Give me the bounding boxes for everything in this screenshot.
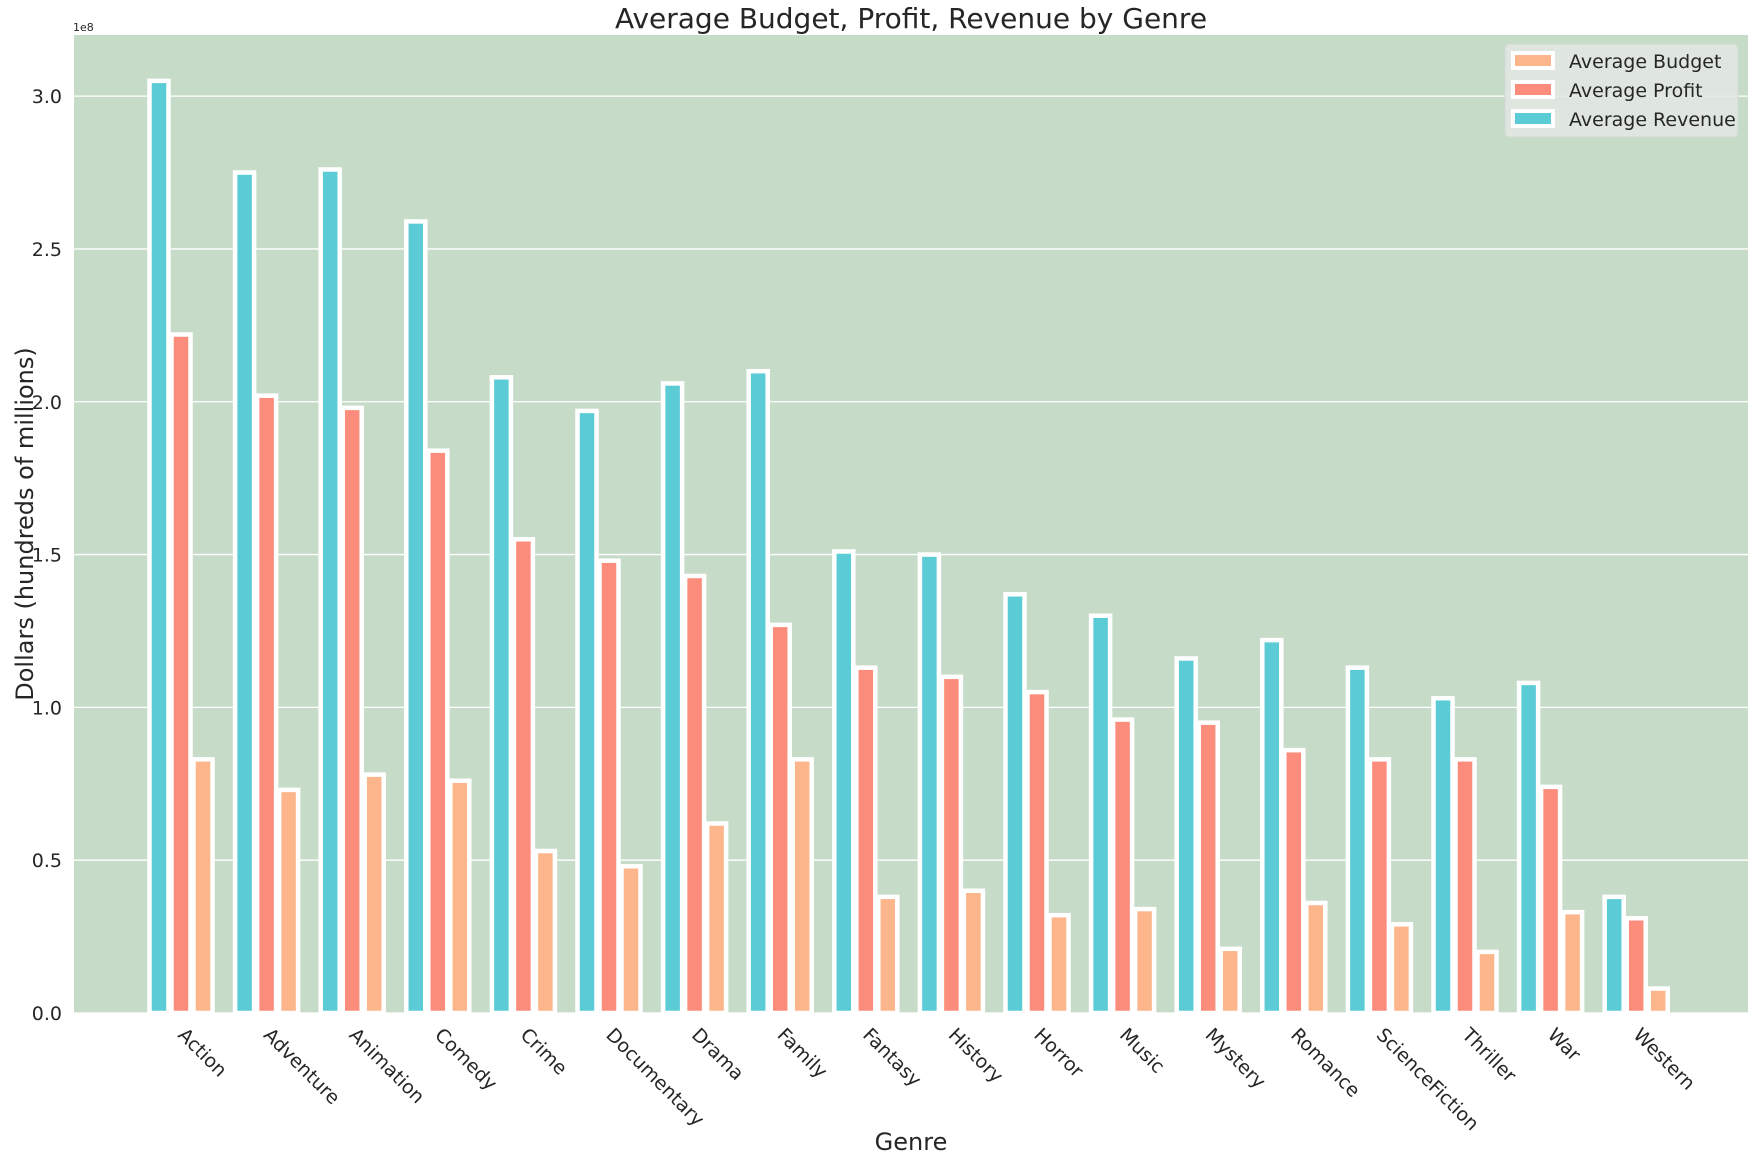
bar-average-budget — [1218, 946, 1242, 1016]
x-tick-label: Animation — [345, 1024, 429, 1108]
bar-average-revenue — [746, 368, 770, 1016]
legend-label: Average Profit — [1569, 80, 1703, 102]
bar-average-revenue — [660, 381, 685, 1016]
bar-average-budget — [1047, 912, 1071, 1016]
bar-average-revenue — [1602, 894, 1626, 1016]
x-tick-label: War — [1543, 1024, 1585, 1066]
bar-average-budget — [1132, 906, 1157, 1016]
bar-average-revenue — [575, 408, 599, 1016]
legend-label: Average Budget — [1569, 51, 1721, 73]
bar-average-budget — [448, 778, 472, 1016]
bar-average-budget — [533, 848, 558, 1016]
bar-average-budget — [1560, 909, 1585, 1016]
bar-average-profit — [1282, 747, 1306, 1016]
bar-average-profit — [1025, 689, 1049, 1016]
bar-average-budget — [1646, 986, 1670, 1016]
bar-average-revenue — [318, 167, 342, 1016]
y-tick-label: 1.0 — [32, 697, 62, 719]
y-tick-label: 0.0 — [32, 1003, 62, 1025]
legend-label: Average Revenue — [1569, 109, 1736, 131]
x-tick-label: Mystery — [1201, 1024, 1270, 1093]
bar-average-revenue — [1431, 695, 1455, 1016]
bar-average-revenue — [1174, 656, 1198, 1016]
bar-average-budget — [191, 757, 215, 1016]
bar-average-budget — [1304, 900, 1328, 1016]
legend-swatch — [1511, 51, 1555, 70]
bar-average-profit — [854, 665, 878, 1016]
x-tick-label: Comedy — [430, 1024, 501, 1095]
x-tick-label: Adventure — [259, 1024, 344, 1109]
x-tick-label: Family — [773, 1024, 832, 1083]
x-tick-label: Thriller — [1457, 1023, 1521, 1087]
bar-average-profit — [1196, 720, 1220, 1016]
bar-average-revenue — [232, 170, 257, 1016]
bar-average-revenue — [1516, 680, 1541, 1016]
bar-average-revenue — [404, 219, 428, 1016]
x-tick-label: Action — [173, 1024, 231, 1082]
legend: Average Budget Average Profit Average Reve… — [1504, 43, 1739, 138]
x-tick-label: Horror — [1029, 1024, 1087, 1082]
x-tick-label: Romance — [1286, 1024, 1364, 1102]
bar-average-revenue — [1345, 665, 1370, 1016]
y-tick-label: 2.0 — [32, 392, 62, 414]
y-tick-label: 0.5 — [32, 850, 62, 872]
bar-average-profit — [1110, 717, 1135, 1016]
bar-average-profit — [426, 448, 450, 1016]
bar-average-budget — [619, 864, 643, 1016]
bar-average-revenue — [1088, 613, 1113, 1016]
x-axis-label: Genre — [875, 1128, 948, 1156]
bar-average-profit — [939, 674, 964, 1016]
bar-average-profit — [1367, 757, 1392, 1016]
x-tick-label: Fantasy — [858, 1024, 925, 1091]
bar-average-profit — [768, 622, 792, 1016]
bar-average-revenue — [832, 549, 856, 1016]
bar-average-budget — [961, 888, 986, 1016]
bar-average-profit — [1624, 916, 1648, 1016]
legend-swatch — [1511, 109, 1555, 128]
x-tick-label: History — [944, 1024, 1007, 1087]
bar-average-profit — [682, 573, 707, 1016]
legend-box — [1504, 43, 1739, 138]
x-tick-label: Crime — [516, 1024, 572, 1080]
bars — [147, 78, 1670, 1016]
bar-average-revenue — [489, 375, 514, 1016]
bar-average-profit — [511, 537, 536, 1016]
bar-average-revenue — [1003, 592, 1027, 1016]
bar-average-budget — [1475, 949, 1499, 1016]
y-axis-label: Dollars (hundreds of millions) — [11, 347, 39, 700]
bar-average-budget — [876, 894, 900, 1016]
bar-average-profit — [1538, 784, 1563, 1016]
chart-title: Average Budget, Profit, Revenue by Genre — [615, 2, 1207, 35]
x-tick-labels: Action Adventure Animation Comedy Crime Docum… — [173, 1023, 1699, 1135]
bar-average-revenue — [917, 552, 942, 1016]
bar-average-budget — [790, 757, 814, 1016]
bar-average-budget — [1389, 922, 1414, 1016]
y-exponent-label: 1e8 — [73, 21, 94, 34]
y-tick-label: 1.5 — [32, 545, 62, 567]
bar-average-budget — [276, 787, 301, 1016]
x-tick-label: Music — [1115, 1024, 1169, 1078]
y-tick-label: 3.0 — [32, 86, 62, 108]
y-tick-labels: 0.0 0.5 1.0 1.5 2.0 2.5 3.0 — [32, 86, 62, 1025]
bar-average-budget — [704, 821, 729, 1016]
bar-average-revenue — [147, 78, 171, 1016]
bar-average-budget — [362, 772, 386, 1016]
y-tick-label: 2.5 — [32, 239, 62, 261]
legend-swatch — [1511, 80, 1555, 99]
bar-average-profit — [1453, 757, 1477, 1016]
x-tick-label: Western — [1629, 1024, 1700, 1095]
bar-average-profit — [340, 405, 364, 1016]
x-tick-label: Drama — [687, 1024, 748, 1085]
bar-average-profit — [169, 332, 193, 1016]
bar-average-profit — [597, 558, 621, 1016]
bar-average-revenue — [1260, 637, 1284, 1016]
bar-average-profit — [254, 393, 279, 1016]
